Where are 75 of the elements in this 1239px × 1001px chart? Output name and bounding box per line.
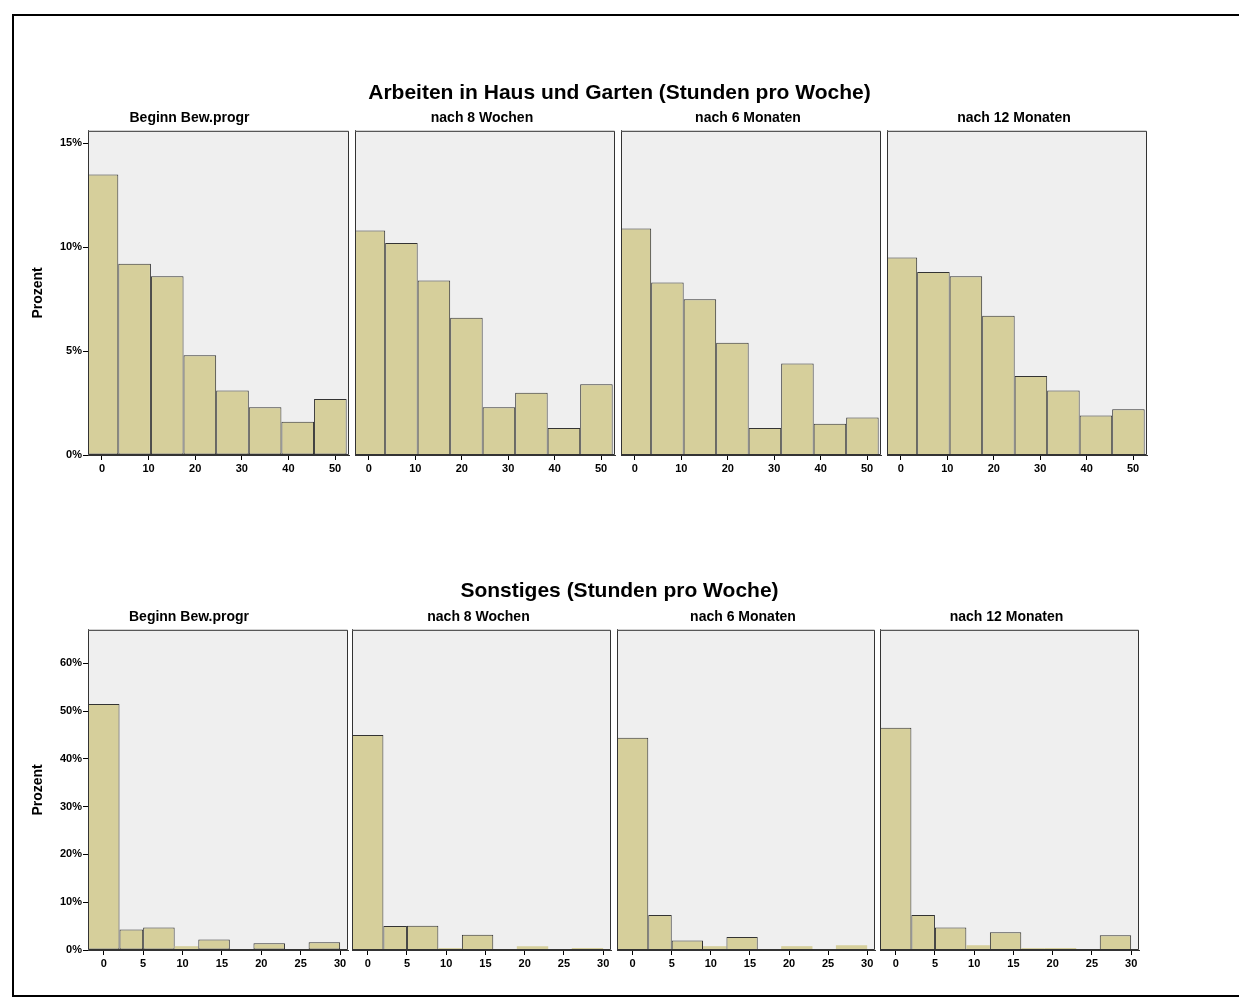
chart-title: nach 8 Wochen (427, 608, 530, 625)
chart-title: nach 12 Monaten (949, 608, 1064, 625)
x-tick-label: 5 (403, 956, 410, 969)
x-tick-label: 30 (861, 956, 874, 969)
y-tick-label: 0% (66, 943, 83, 956)
y-tick-label: 10% (59, 895, 83, 908)
x-tick-label: 20 (189, 461, 202, 474)
x-tick-label: 5 (668, 956, 675, 969)
x-tick-label: 20 (782, 956, 796, 969)
x-tick-label: 20 (721, 461, 734, 474)
x-tick-label: 10 (440, 956, 453, 969)
x-tick-label: 0 (892, 956, 899, 969)
x-tick-label: 20 (455, 461, 468, 474)
y-tick-label: 20% (59, 847, 83, 860)
y-axis-title: Prozent (29, 763, 46, 816)
x-tick-label: 0 (629, 956, 636, 969)
x-tick-label: 30 (1034, 461, 1047, 474)
x-tick-label: 0 (98, 461, 106, 474)
x-tick-label: 25 (557, 956, 571, 969)
y-tick-label: 10% (59, 240, 83, 253)
y-tick-label: 5% (66, 344, 83, 357)
x-tick-label: 10 (941, 461, 954, 474)
x-tick-label: 50 (328, 461, 342, 474)
y-tick-label: 30% (59, 799, 83, 812)
x-tick-label: 30 (597, 956, 610, 969)
chart-title: nach 8 Wochen (430, 109, 534, 126)
x-tick-label: 20 (1046, 956, 1059, 969)
y-axis-title: Prozent (29, 266, 46, 319)
x-tick-label: 30 (235, 461, 248, 474)
x-tick-label: 40 (548, 461, 561, 474)
x-tick-label: 20 (987, 461, 1000, 474)
x-tick-label: 0 (364, 956, 371, 969)
x-tick-label: 10 (409, 461, 422, 474)
x-tick-label: 15 (215, 956, 229, 969)
x-tick-label: 40 (1080, 461, 1093, 474)
x-tick-label: 10 (675, 461, 688, 474)
x-tick-label: 15 (479, 956, 492, 969)
x-tick-label: 0 (365, 461, 372, 474)
x-tick-label: 0 (631, 461, 638, 474)
x-tick-label: 15 (1007, 956, 1020, 969)
chart-title: nach 12 Monaten (957, 109, 1071, 126)
x-tick-label: 10 (176, 956, 189, 969)
x-tick-label: 10 (704, 956, 717, 969)
y-tick-label: 60% (59, 656, 83, 669)
chart-title: Beginn Bew.progr (129, 109, 251, 126)
y-tick-label: 0% (66, 448, 83, 461)
x-tick-label: 50 (1126, 461, 1140, 474)
x-tick-label: 50 (860, 461, 874, 474)
x-tick-label: 0 (100, 956, 107, 969)
chart-title: Beginn Bew.progr (128, 608, 250, 625)
x-tick-label: 25 (1085, 956, 1099, 969)
x-tick-label: 50 (594, 461, 608, 474)
x-tick-label: 5 (140, 956, 147, 969)
x-tick-label: 30 (502, 461, 515, 474)
y-tick-label: 15% (59, 136, 83, 149)
chart-title: nach 6 Monaten (690, 608, 796, 625)
x-tick-label: 20 (255, 956, 268, 969)
y-tick-label: 50% (59, 704, 83, 717)
x-tick-label: 10 (142, 461, 155, 474)
x-tick-label: 25 (294, 956, 307, 969)
x-tick-label: 30 (334, 956, 347, 969)
x-tick-label: 40 (814, 461, 827, 474)
x-tick-label: 20 (518, 956, 531, 969)
x-tick-label: 10 (968, 956, 981, 969)
x-tick-label: 5 (931, 956, 938, 969)
x-tick-label: 40 (282, 461, 295, 474)
x-tick-label: 30 (1125, 956, 1138, 969)
y-tick-label: 40% (59, 751, 83, 764)
x-tick-label: 0 (897, 461, 904, 474)
x-tick-label: 30 (768, 461, 781, 474)
x-tick-label: 15 (743, 956, 757, 969)
x-tick-label: 25 (821, 956, 835, 969)
chart-title: nach 6 Monaten (695, 109, 801, 126)
text: Sonstiges (Stunden pro Woche) (459, 578, 780, 602)
text: Arbeiten in Haus und Garten (Stunden pro Woche) (367, 80, 872, 104)
